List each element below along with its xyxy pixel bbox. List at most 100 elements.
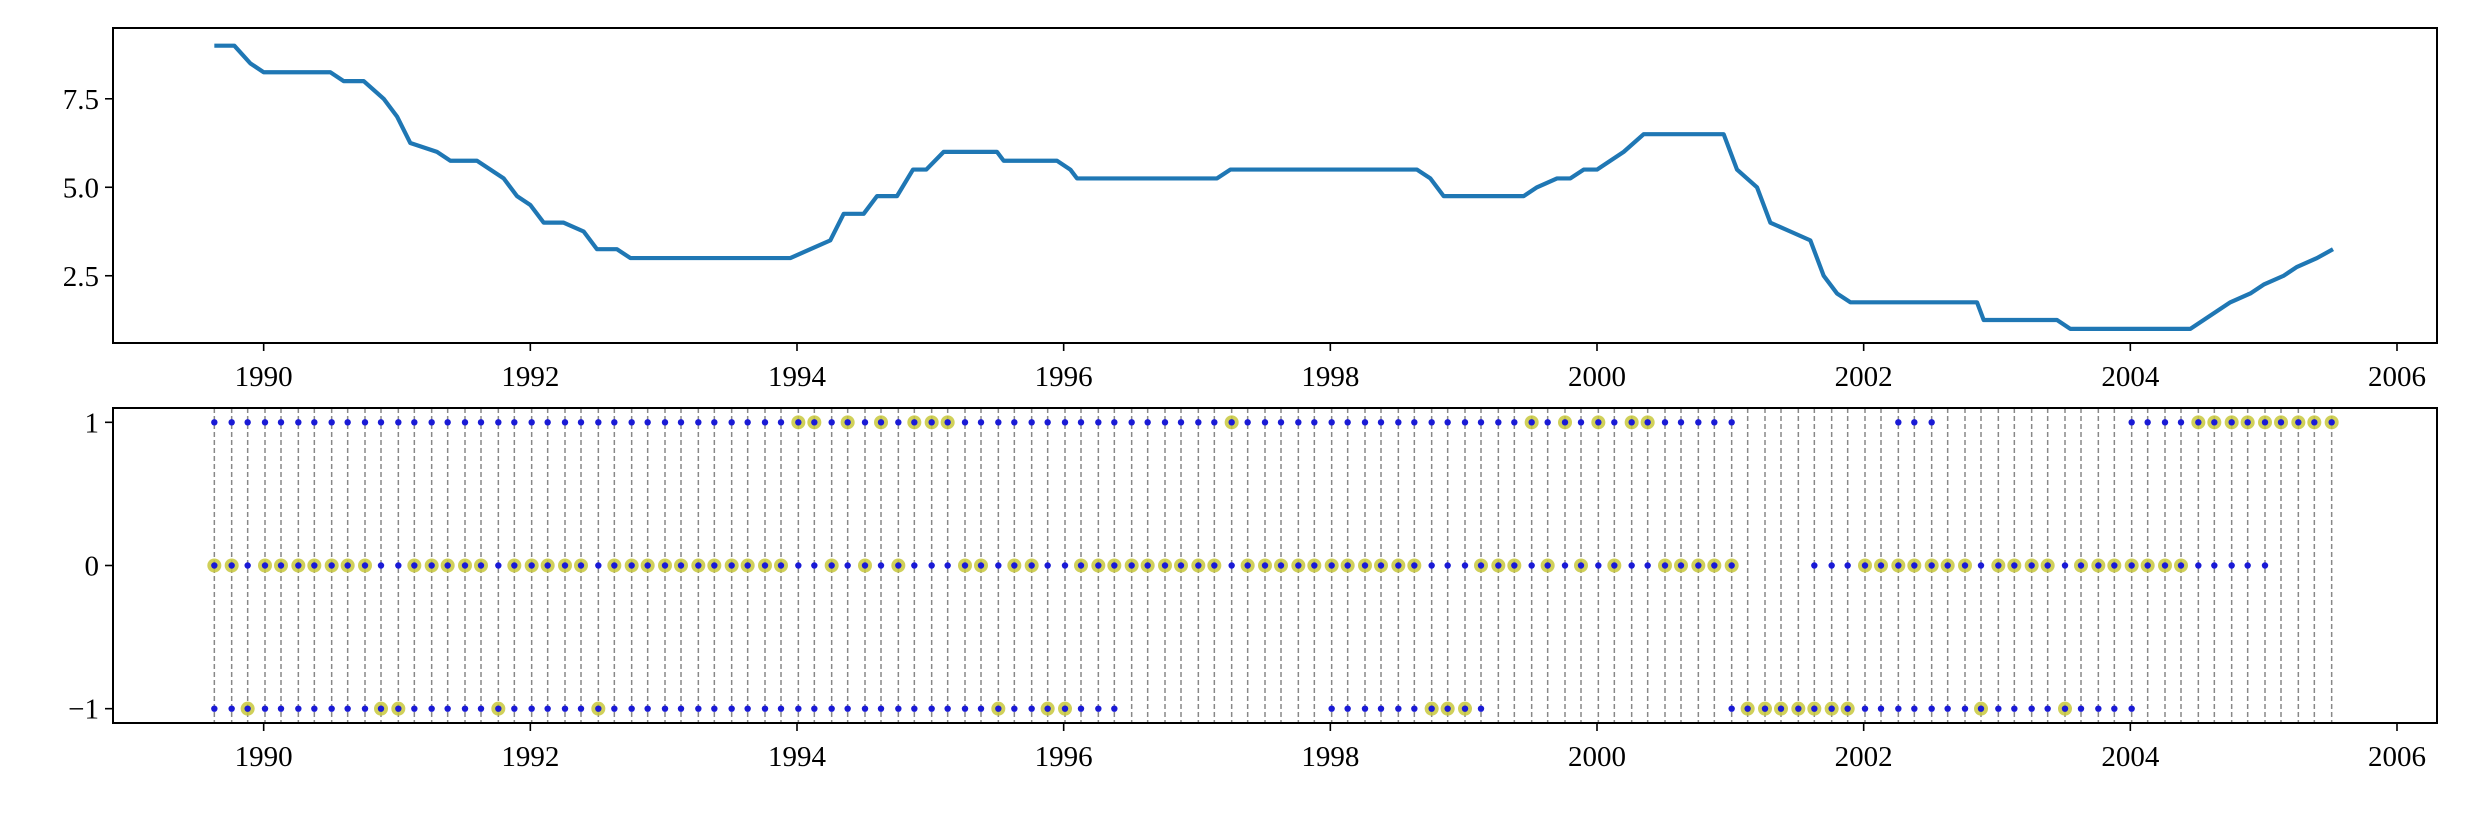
option-dot — [1461, 705, 1469, 712]
option-dot — [1795, 705, 1802, 712]
option-dot — [577, 705, 585, 712]
y-tick-label: 5.0 — [63, 172, 99, 204]
option-dot — [661, 419, 669, 426]
option-dot — [1044, 562, 1051, 569]
x-tick-label: 1996 — [1035, 361, 1093, 393]
option-dot — [328, 419, 335, 426]
plot-area — [214, 43, 2335, 331]
option-dot — [628, 705, 635, 712]
option-dot — [461, 562, 469, 569]
option-dot — [577, 562, 585, 569]
option-dot — [1611, 419, 1618, 426]
option-dot — [795, 419, 802, 426]
option-dot — [895, 562, 902, 569]
option-dot — [277, 419, 285, 426]
option-dot — [2144, 419, 2151, 426]
option-dot — [611, 419, 618, 426]
option-dot — [1628, 419, 1635, 426]
option-dot — [1544, 562, 1551, 569]
x-tick-label: 1998 — [1301, 741, 1359, 773]
option-dot — [444, 562, 451, 569]
option-dot — [1361, 419, 1369, 426]
option-dot — [395, 419, 402, 426]
option-dot — [1495, 419, 1502, 426]
option-dot — [428, 419, 435, 426]
option-dot — [928, 705, 935, 712]
option-dot — [1728, 562, 1735, 569]
option-dot — [677, 419, 685, 426]
option-dot — [1195, 419, 1202, 426]
option-dot — [761, 419, 769, 426]
y-tick-label: 0 — [85, 551, 100, 583]
option-dot — [961, 705, 969, 712]
option-dot — [1261, 562, 1269, 569]
option-dot — [911, 419, 918, 426]
option-dot — [1011, 705, 1018, 712]
option-dot — [995, 705, 1002, 712]
option-dot — [1228, 562, 1235, 569]
option-dot — [244, 705, 251, 712]
option-dot — [1061, 419, 1069, 426]
option-dot — [1161, 419, 1169, 426]
option-dot — [528, 562, 535, 569]
option-dot — [1077, 562, 1085, 569]
option-dot — [1395, 705, 1402, 712]
option-dot — [2195, 562, 2202, 569]
option-dot — [1661, 419, 1669, 426]
option-dot — [1477, 705, 1485, 712]
option-dot — [928, 419, 935, 426]
option-dot — [1261, 419, 1269, 426]
option-dot — [1861, 562, 1869, 569]
option-dot — [777, 419, 785, 426]
option-dot — [544, 419, 551, 426]
option-dot — [1361, 562, 1369, 569]
option-dot — [628, 562, 635, 569]
option-dot — [1844, 562, 1851, 569]
y-tick-label: 1 — [85, 407, 100, 439]
option-dot — [295, 562, 302, 569]
option-dot — [1411, 419, 1418, 426]
option-dot — [944, 419, 951, 426]
option-dot — [1411, 562, 1418, 569]
option-dot — [2128, 705, 2135, 712]
option-dot — [1811, 705, 1818, 712]
option-dot — [261, 562, 269, 569]
option-dot — [1761, 705, 1769, 712]
option-dot — [1511, 419, 1518, 426]
option-dot — [1661, 562, 1669, 569]
option-dot — [1844, 705, 1851, 712]
option-dot — [1595, 562, 1602, 569]
line-series — [214, 43, 2335, 331]
option-dot — [811, 419, 818, 426]
option-dot — [911, 562, 918, 569]
option-dot — [944, 562, 951, 569]
option-dot — [877, 562, 885, 569]
option-dot — [1995, 705, 2002, 712]
option-dot — [1595, 419, 1602, 426]
option-dot — [2295, 419, 2302, 426]
option-dot — [261, 705, 269, 712]
option-dot — [861, 419, 869, 426]
option-dot — [1895, 419, 1902, 426]
option-dot — [1495, 562, 1502, 569]
option-dot — [1044, 419, 1051, 426]
option-dot — [695, 419, 702, 426]
option-dot — [1677, 562, 1685, 569]
option-dot — [1395, 419, 1402, 426]
option-dot — [511, 419, 518, 426]
option-dot — [1111, 562, 1118, 569]
option-dot — [461, 705, 469, 712]
option-dot — [1344, 419, 1351, 426]
option-dot — [1344, 705, 1351, 712]
option-dot — [644, 705, 651, 712]
option-dot — [761, 562, 769, 569]
option-dot — [1011, 419, 1018, 426]
option-dot — [877, 419, 885, 426]
option-dot — [244, 562, 251, 569]
option-dot — [895, 705, 902, 712]
option-dot — [1061, 562, 1069, 569]
option-dot — [2228, 419, 2235, 426]
option-dot — [444, 705, 451, 712]
option-dot — [1277, 562, 1285, 569]
option-dot — [2028, 705, 2035, 712]
